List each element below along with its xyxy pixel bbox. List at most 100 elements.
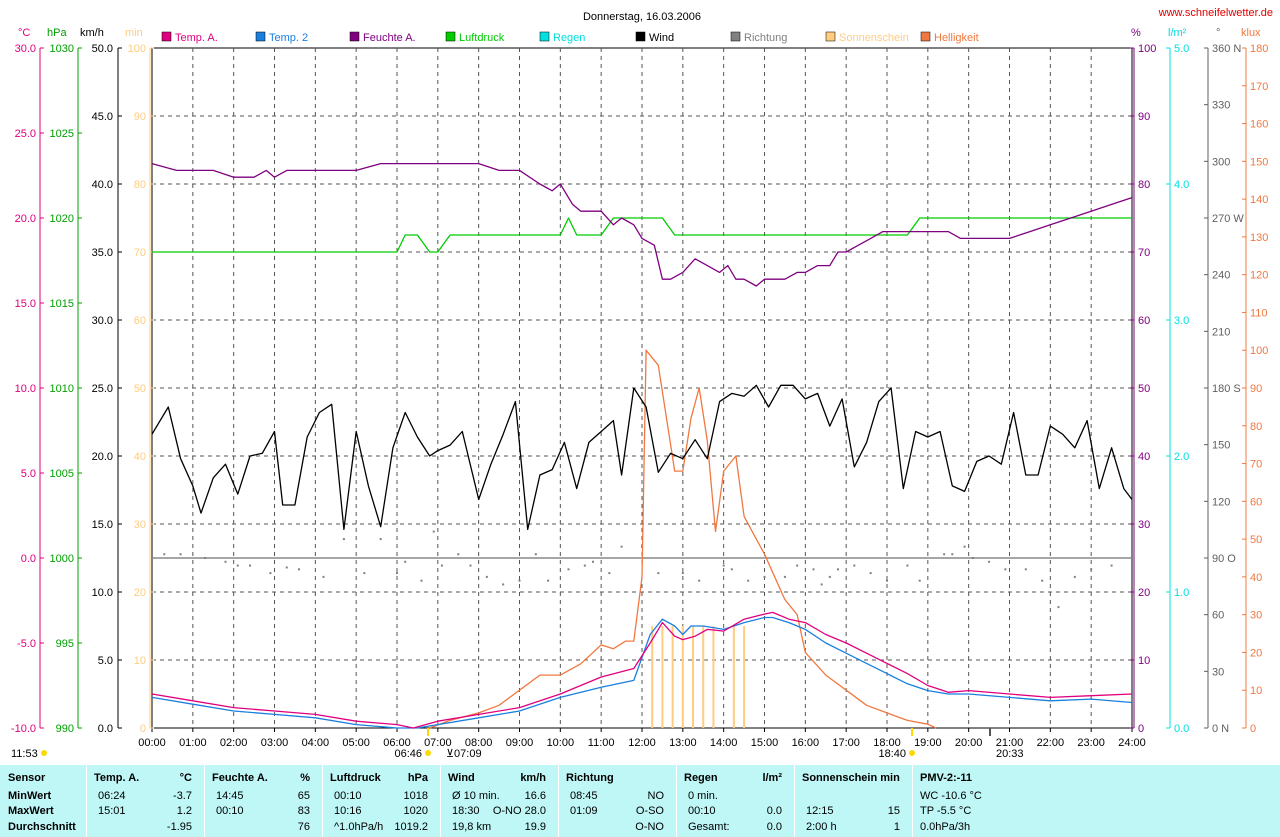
- stats-luftdruck-value: 1019.2: [394, 821, 428, 833]
- wind-tick-label: 10.0: [92, 587, 113, 599]
- direction-dot: [322, 575, 325, 578]
- stats-separator: [558, 765, 559, 837]
- series-line-luftdruck: [152, 217, 1132, 253]
- stats-regen-unit: l/m²: [762, 772, 782, 784]
- x-tick-label: 04:00: [302, 737, 330, 749]
- direction-dot: [469, 564, 472, 567]
- direction-dot: [379, 538, 382, 541]
- humidity-tick-label: 10: [1138, 655, 1150, 667]
- direction-dot: [837, 568, 839, 571]
- direction-dot: [534, 553, 537, 556]
- x-tick-label: 08:00: [465, 737, 493, 749]
- direction-dot: [963, 545, 966, 548]
- stats-feuchte-time: 00:10: [216, 805, 244, 817]
- direction-dot: [204, 557, 207, 559]
- stats-wind-unit: km/h: [520, 772, 546, 784]
- temp-tick-label: 15.0: [15, 298, 36, 310]
- direction-tick-label: 30: [1212, 666, 1224, 678]
- sunset-icon: [909, 750, 915, 756]
- lux-tick-label: 0: [1250, 723, 1256, 735]
- x-tick-label: 01:00: [179, 737, 207, 749]
- pressure-tick-label: 1030: [50, 43, 74, 55]
- x-tick-label: 12:00: [628, 737, 656, 749]
- sunset-marker: 20:33: [996, 748, 1024, 760]
- x-tick-label: 19:00: [914, 737, 942, 749]
- humidity-tick-label: 30: [1138, 519, 1150, 531]
- rain-tick-label: 4.0: [1174, 179, 1189, 191]
- lux-tick-label: 90: [1250, 383, 1262, 395]
- stats-richtung-value: NO: [647, 790, 665, 802]
- stats-regen-value: 0.0: [766, 821, 782, 833]
- minutes-tick-label: 0: [140, 723, 146, 735]
- direction-dot: [763, 575, 766, 578]
- legend-label: Temp. 2: [269, 32, 308, 44]
- website-link[interactable]: www.schneifelwetter.de: [1158, 7, 1273, 19]
- x-tick-label: 03:00: [261, 737, 289, 749]
- current-time: 11:53: [11, 748, 38, 760]
- direction-tick-label: 120: [1212, 496, 1230, 508]
- x-tick-label: 20:00: [955, 737, 983, 749]
- direction-dot: [485, 575, 488, 578]
- lux-tick-label: 110: [1250, 307, 1268, 319]
- direction-tick-label: 360 N: [1212, 43, 1241, 55]
- stats-wind-time: 18:30: [452, 805, 480, 817]
- wind-tick-label: 40.0: [92, 179, 113, 191]
- lux-tick-label: 30: [1250, 610, 1262, 622]
- x-tick-label: 10:00: [547, 737, 575, 749]
- stats-wind-value: 19.9: [524, 821, 546, 833]
- wind-tick-label: 5.0: [98, 655, 113, 667]
- sunrise-label: 06:46: [394, 748, 422, 760]
- chart-title: Donnerstag, 16.03.2006: [583, 11, 701, 23]
- legend-swatch: [635, 31, 646, 42]
- direction-tick-label: 0 N: [1212, 723, 1229, 735]
- stats-regen-time: 00:10: [688, 805, 716, 817]
- legend-swatch: [730, 31, 741, 42]
- stats-wind-time: 19,8 km: [452, 821, 492, 833]
- direction-dot: [179, 553, 182, 556]
- direction-dot: [583, 564, 586, 567]
- x-tick-label: 23:00: [1077, 737, 1105, 749]
- temp-tick-label: 25.0: [15, 128, 36, 140]
- stats-wind-header: Wind: [448, 772, 475, 784]
- stats-row-label: Durchschnitt: [8, 821, 76, 833]
- legend-label: Regen: [553, 32, 585, 44]
- direction-dot: [681, 572, 684, 575]
- x-tick-label: 02:00: [220, 737, 248, 749]
- direction-dot: [298, 568, 300, 571]
- stats-separator: [794, 765, 795, 837]
- direction-dot: [502, 583, 505, 586]
- stats-sensor-header: Sensor: [8, 772, 46, 784]
- stats-temp-value: 1.2: [176, 805, 192, 817]
- temp-tick-label: 0.0: [21, 553, 36, 565]
- lux-tick-label: 20: [1250, 647, 1262, 659]
- temp-tick-label: 30.0: [15, 43, 36, 55]
- pressure-tick-label: 1020: [50, 213, 74, 225]
- stats-sonne-value: 1: [893, 821, 900, 833]
- humidity-tick-label: 80: [1138, 179, 1150, 191]
- stats-sonne-header: Sonnenschein min: [802, 772, 900, 784]
- direction-dot: [820, 583, 823, 586]
- chart-grid: [151, 47, 1133, 729]
- lux-tick-label: 140: [1250, 194, 1268, 206]
- stats-temp-time: 15:01: [98, 805, 126, 817]
- direction-dot: [224, 560, 227, 563]
- stats-feuchte-value: 65: [297, 790, 310, 802]
- temp-tick-label: 5.0: [21, 468, 36, 480]
- legend-label: Luftdruck: [459, 32, 505, 44]
- stats-separator: [440, 765, 441, 837]
- direction-dot: [620, 545, 623, 548]
- rain-tick-label: 3.0: [1174, 315, 1189, 327]
- legend-label: Wind: [649, 32, 674, 44]
- rain-unit: l/m²: [1168, 27, 1187, 39]
- stats-sonne-time: 2:00 h: [806, 821, 837, 833]
- direction-dot: [783, 575, 786, 578]
- humidity-tick-label: 90: [1138, 111, 1150, 123]
- direction-dot: [918, 579, 921, 582]
- humidity-tick-label: 0: [1138, 723, 1144, 735]
- direction-dot: [432, 530, 435, 533]
- direction-tick-label: 240: [1212, 270, 1230, 282]
- wind-tick-label: 25.0: [92, 383, 113, 395]
- chart-legend: Temp. A. Temp. 2 Feuchte A. Luftdruck Regen W…: [161, 31, 979, 44]
- legend-swatch: [445, 31, 456, 42]
- lux-unit: klux: [1241, 27, 1261, 39]
